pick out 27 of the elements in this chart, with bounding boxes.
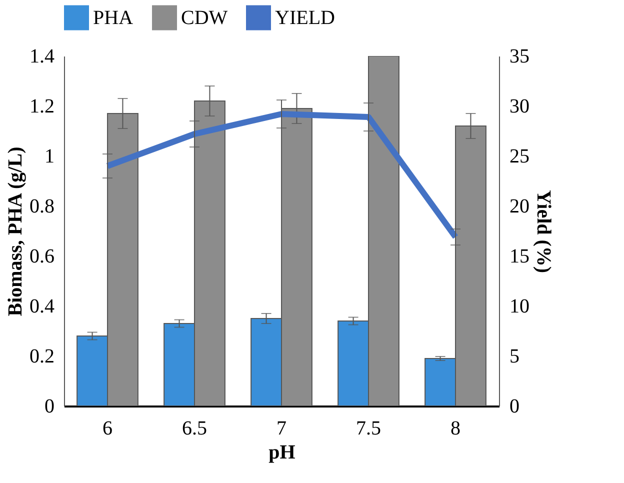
y2-tick-label: 35 xyxy=(510,46,530,68)
y-axis-title: Biomass, PHA (g/L) xyxy=(4,146,26,316)
y-tick-label: 1.4 xyxy=(30,46,54,68)
y-tick-label: 1 xyxy=(44,146,54,168)
x-tick-label: 7.5 xyxy=(356,418,381,440)
y2-axis-title: Yield (%) xyxy=(532,190,554,274)
y2-tick-label: 5 xyxy=(510,346,520,368)
y2-tick-label: 20 xyxy=(510,196,530,218)
y-tick-label: 1.2 xyxy=(30,96,54,118)
y-tick-label: 0.4 xyxy=(30,296,54,318)
legend-label: PHA xyxy=(93,6,134,29)
y2-tick-label: 25 xyxy=(510,146,530,168)
y2-tick-label: 0 xyxy=(510,396,520,418)
y-tick-label: 0.8 xyxy=(30,196,54,218)
y2-tick-label: 15 xyxy=(510,246,530,268)
legend-label: YIELD xyxy=(275,6,335,29)
x-tick-label: 6.5 xyxy=(182,418,207,440)
y-tick-label: 0.6 xyxy=(30,246,54,268)
y-tick-label: 0.2 xyxy=(30,346,54,368)
x-axis-title: pH xyxy=(268,442,296,464)
y2-tick-label: 30 xyxy=(510,96,530,118)
x-tick-label: 7 xyxy=(276,418,286,440)
x-tick-label: 8 xyxy=(450,418,460,440)
x-tick-label: 6 xyxy=(102,418,112,440)
y-tick-label: 0 xyxy=(44,396,54,418)
y2-tick-label: 10 xyxy=(510,296,530,318)
legend-label: CDW xyxy=(181,6,228,29)
